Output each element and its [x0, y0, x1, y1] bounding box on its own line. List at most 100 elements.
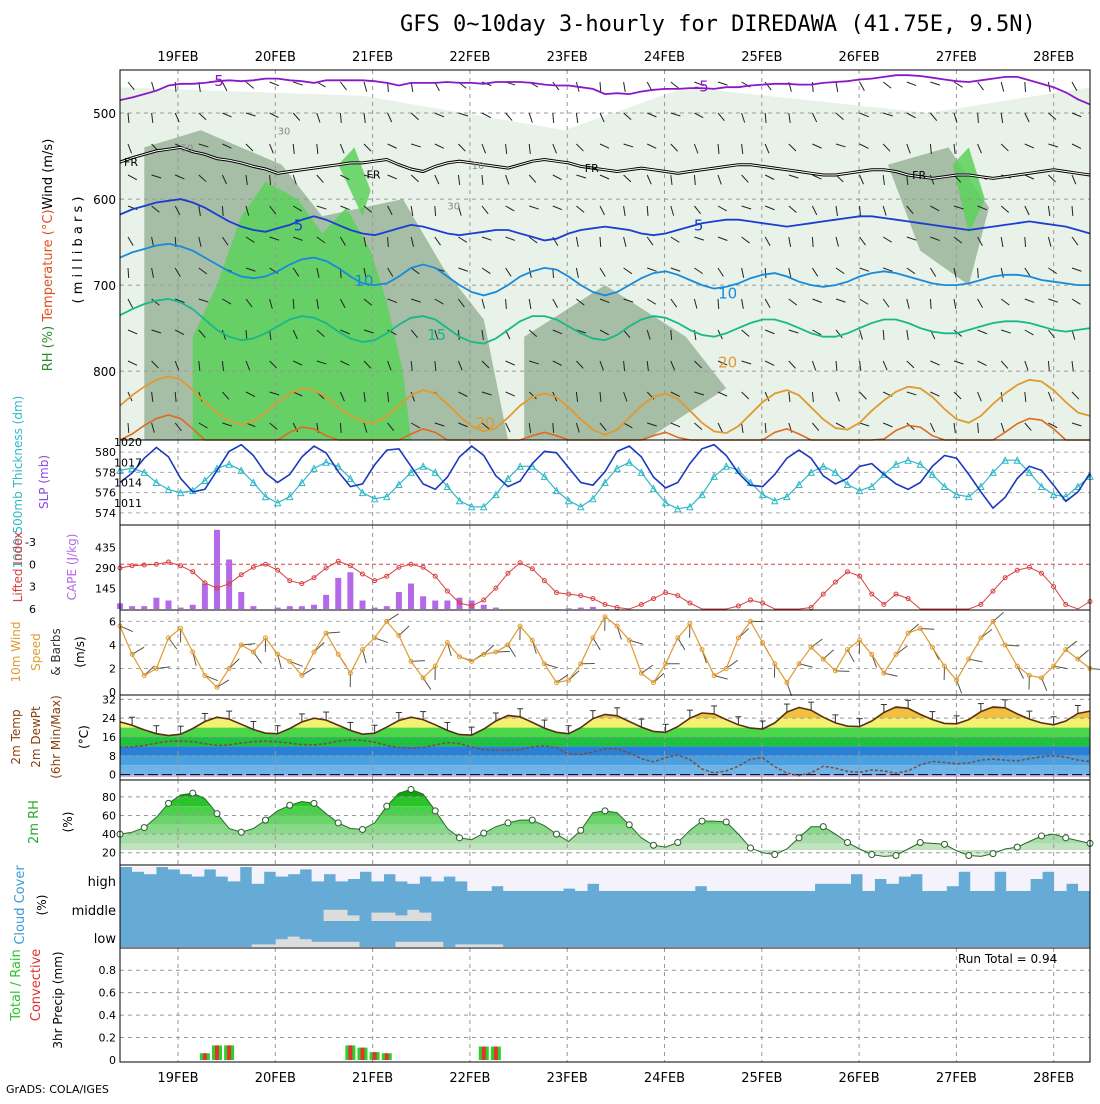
cape-tick-label: 435: [95, 542, 116, 555]
cloud-clear-cell: [994, 867, 1006, 872]
rh-contour-label: 10: [472, 161, 485, 172]
cape-lifted-index-plot: [117, 525, 1092, 610]
cloud-clear-cell: [599, 867, 611, 891]
temperature-band: [120, 746, 1090, 755]
cloud-clear-cell: [683, 867, 695, 891]
cloud-clear-cell: [491, 867, 503, 886]
cloud-clear-cell: [862, 921, 874, 947]
lifted-index-tick-label: 3: [29, 581, 36, 594]
cloud-clear-cell: [551, 893, 563, 921]
cloud-clear-cell: [874, 893, 886, 921]
wind-axis-label-1: 10m Wind: [9, 622, 23, 683]
cloud-clear-cell: [647, 867, 659, 891]
cloud-clear-cell: [659, 867, 671, 891]
cloud-clear-cell: [467, 893, 479, 921]
rh-point: [287, 802, 293, 808]
cloud-clear-cell: [1018, 893, 1030, 921]
cloud-clear-cell: [503, 921, 515, 947]
cloud-clear-cell: [395, 921, 407, 942]
cloud-clear-cell: [132, 867, 144, 872]
cloud-clear-cell: [683, 921, 695, 947]
wind-barb: [978, 268, 979, 278]
cloud-cell: [395, 942, 407, 947]
cloud-clear-cell: [850, 921, 862, 947]
wind-plot: [118, 610, 1100, 696]
temperature-tick-label: 32: [102, 693, 116, 706]
temperature-band: [120, 709, 1090, 718]
rh-point: [238, 829, 244, 835]
cape-bar: [420, 596, 426, 609]
rh-point: [408, 786, 414, 792]
cloud-clear-cell: [707, 921, 719, 947]
cloud-clear-cell: [491, 921, 503, 944]
cloud-cell: [419, 913, 431, 921]
cloud-clear-cell: [958, 893, 970, 921]
cloud-clear-cell: [982, 893, 994, 921]
cloud-clear-cell: [395, 893, 407, 915]
slp-tick-label: 1020: [114, 436, 142, 449]
rh-point: [1039, 833, 1045, 839]
cloud-clear-cell: [156, 921, 168, 947]
cape-tick-label: 290: [95, 562, 116, 575]
cloud-clear-cell: [443, 921, 455, 947]
cloud-clear-cell: [527, 921, 539, 947]
cloud-clear-cell: [743, 921, 755, 947]
cloud-clear-cell: [312, 921, 324, 942]
cloud-clear-cell: [886, 867, 898, 884]
rh-point: [384, 803, 390, 809]
cape-bar: [214, 530, 220, 609]
cloud-clear-cell: [527, 893, 539, 921]
cloud-clear-cell: [779, 867, 791, 891]
rh-band: [120, 825, 1090, 834]
top-date-label: 24FEB: [644, 50, 685, 65]
rh-point: [335, 820, 341, 826]
bottom-date-label: 23FEB: [547, 1071, 588, 1086]
cloud-clear-cell: [515, 893, 527, 921]
grads-credit: GrADS: COLA/IGES: [6, 1083, 109, 1096]
cloud-clear-cell: [276, 893, 288, 921]
cloud-clear-cell: [479, 921, 491, 944]
cloud-clear-cell: [300, 921, 312, 939]
cloud-clear-cell: [228, 867, 240, 881]
cloud-clear-cell: [503, 893, 515, 921]
cape-bar: [299, 606, 305, 609]
cloud-clear-cell: [862, 893, 874, 921]
cloud-clear-cell: [970, 893, 982, 921]
cloud-clear-cell: [252, 867, 264, 884]
cloud-clear-cell: [898, 921, 910, 947]
cape-bar: [384, 606, 390, 609]
cloud-clear-cell: [407, 893, 419, 910]
cloud-clear-cell: [755, 921, 767, 947]
cape-tick-label: 145: [95, 583, 116, 596]
cloud-clear-cell: [192, 893, 204, 921]
cloud-clear-cell: [551, 921, 563, 947]
cloud-cell: [264, 944, 276, 947]
thickness-tick-label: 574: [95, 507, 116, 520]
precip-tick-label: 0: [109, 1054, 116, 1067]
cloud-clear-cell: [779, 893, 791, 921]
pressure-tick-label: 800: [93, 365, 116, 379]
isotherm-label: 10: [718, 285, 737, 303]
isotherm-label: FR: [585, 162, 599, 175]
cloud-clear-cell: [970, 921, 982, 947]
lifted-index-line: [120, 561, 1090, 609]
cloud-clear-cell: [300, 893, 312, 921]
cloud-clear-cell: [371, 921, 383, 947]
cloud-clear-cell: [958, 921, 970, 947]
temperature-tick-label: 8: [109, 750, 116, 763]
precip-axis-label-2: Convective: [29, 949, 44, 1022]
cloud-clear-cell: [767, 893, 779, 921]
cloud-clear-cell: [324, 867, 336, 874]
cape-bar: [275, 608, 281, 609]
cloud-clear-cell: [827, 921, 839, 947]
rh-point: [699, 818, 705, 824]
cape-bar: [238, 592, 244, 609]
cloud-cell: [407, 910, 419, 921]
cloud-clear-cell: [1078, 867, 1090, 891]
cloud-clear-cell: [946, 867, 958, 886]
cloud-cell: [407, 942, 419, 947]
ylabel-part: Wind (m/s): [41, 139, 56, 210]
cloud-clear-cell: [132, 921, 144, 947]
cloud-cell: [336, 910, 348, 921]
isotherm-label: FR: [912, 169, 926, 182]
